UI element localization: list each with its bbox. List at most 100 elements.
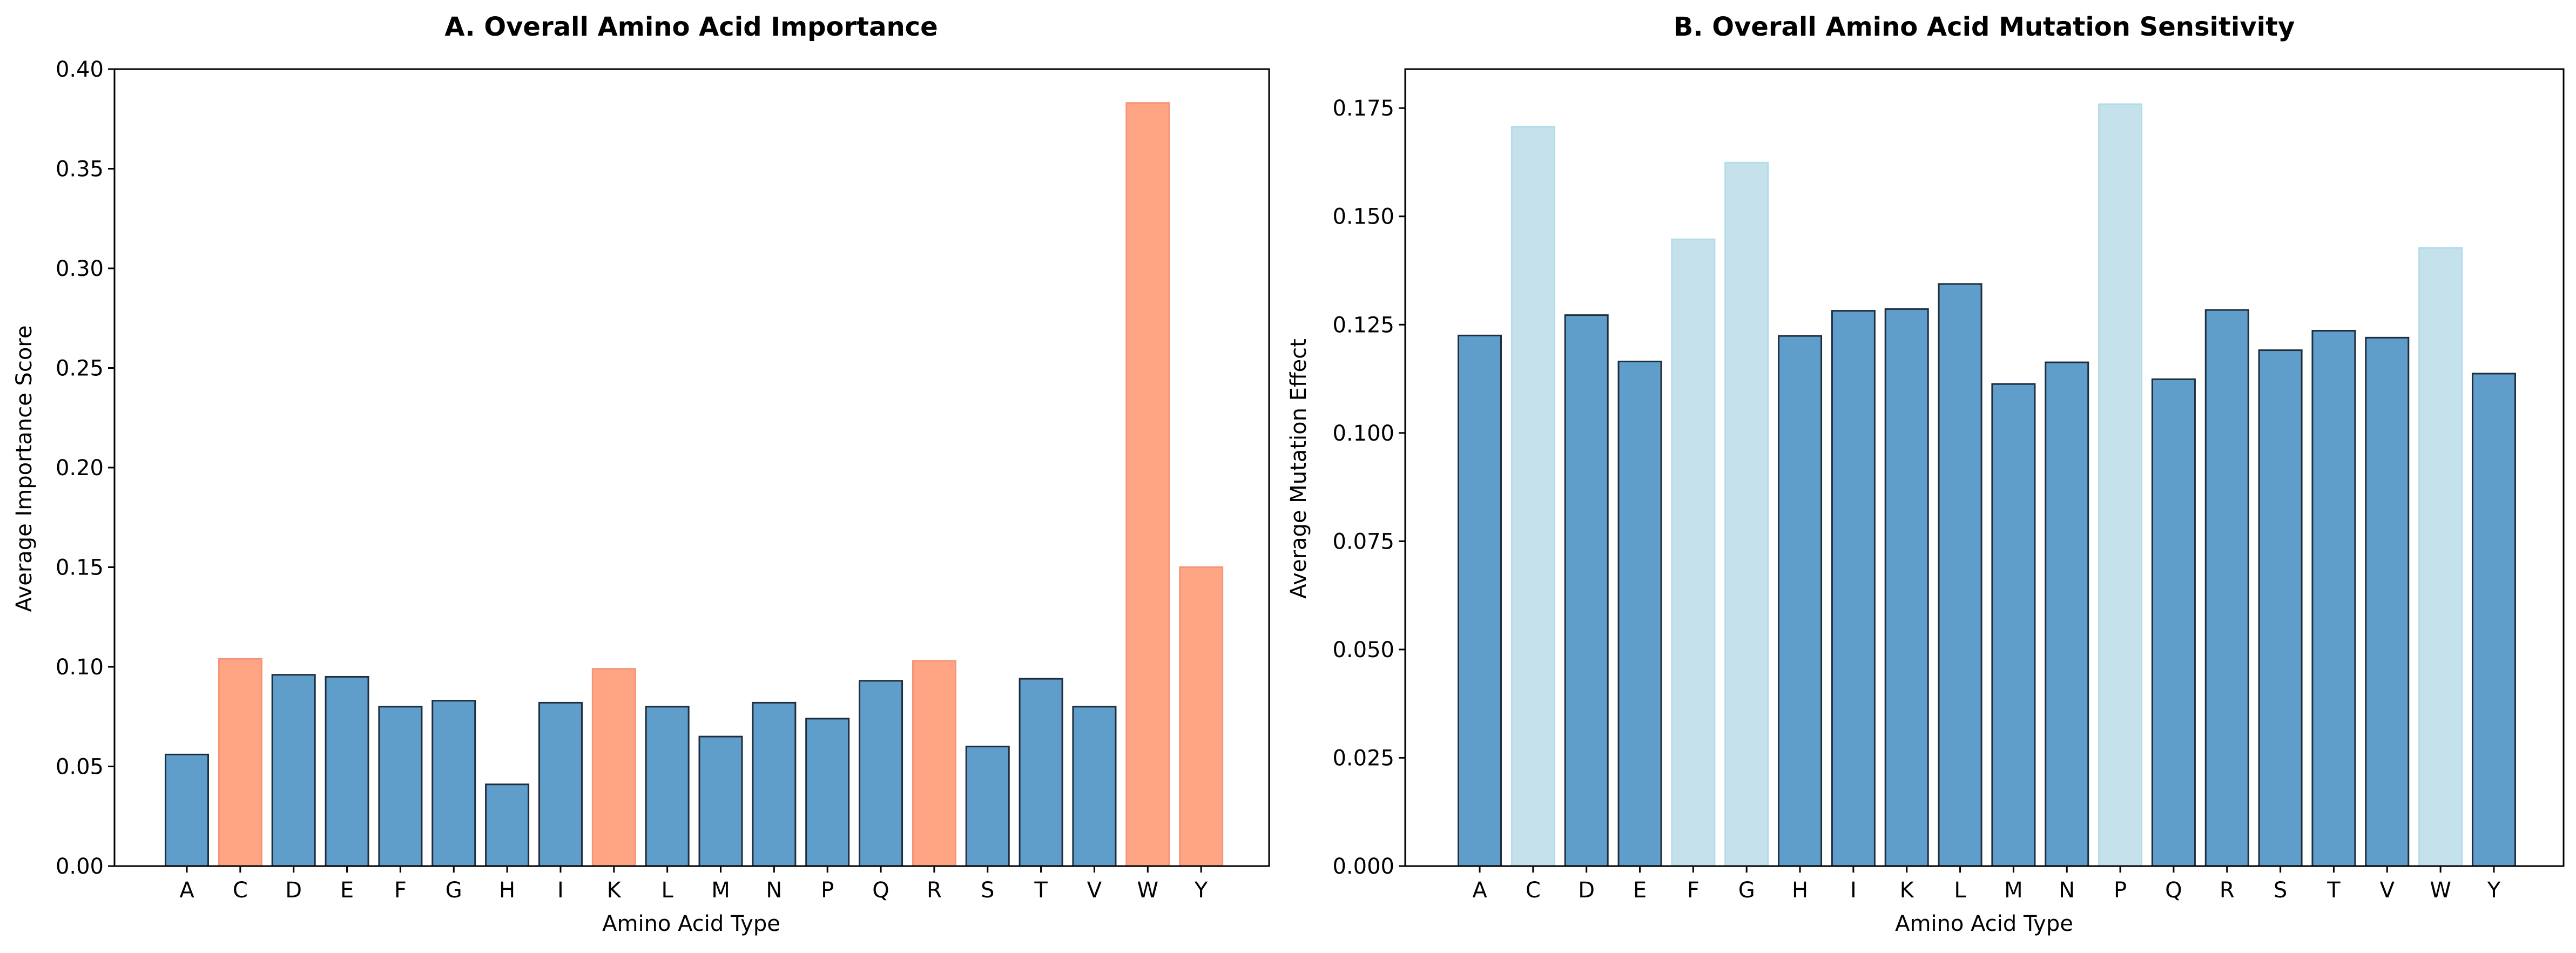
x-tick-label: S	[981, 878, 994, 903]
x-tick-label: L	[1954, 878, 1966, 903]
chart-panel-a: A. Overall Amino Acid Importance Average…	[12, 12, 1270, 936]
x-axis-label: Amino Acid Type	[1895, 911, 2073, 936]
x-tick-label: N	[766, 878, 782, 903]
x-tick-label: W	[1137, 878, 1159, 903]
x-tick-label: D	[285, 878, 302, 903]
x-tick-label: M	[711, 878, 730, 903]
bars	[1458, 103, 2516, 867]
x-tick-label: V	[1087, 878, 1102, 903]
x-tick-label: L	[662, 878, 674, 903]
y-axis-ticks: 0.000 0.025 0.050 0.075 0.100 0.125 0.150 0.175	[1332, 96, 1405, 879]
plot-frame	[1404, 68, 2565, 867]
bar-C	[1510, 126, 1555, 867]
x-tick-label: P	[821, 878, 834, 903]
x-tick-label: Q	[872, 878, 889, 903]
x-tick-label: F	[394, 878, 407, 903]
bar-R	[2204, 309, 2249, 867]
y-tick-label: 0.050	[1332, 638, 1394, 663]
bar-H	[485, 783, 530, 867]
bar-A	[165, 753, 209, 867]
y-tick-label: 0.175	[1332, 96, 1394, 121]
x-tick-label: Y	[2487, 878, 2501, 903]
bar-T	[1019, 678, 1063, 867]
x-tick-label: I	[557, 878, 564, 903]
bar-K	[591, 668, 636, 867]
y-tick-label: 0.075	[1332, 529, 1394, 554]
y-tick-label: 0.25	[56, 356, 104, 381]
x-axis-label: Amino Acid Type	[602, 911, 780, 936]
y-tick-label: 0.100	[1332, 421, 1394, 446]
y-axis-ticks: 0.00 0.05 0.10 0.15 0.20 0.25 0.30 0.35 0.40	[56, 57, 114, 879]
x-tick-label: H	[499, 878, 515, 903]
bar-V	[2365, 336, 2410, 867]
bar-T	[2311, 330, 2356, 867]
x-tick-label: M	[2004, 878, 2023, 903]
chart-title: A. Overall Amino Acid Importance	[444, 12, 938, 42]
bar-N	[752, 701, 797, 867]
bar-W	[2418, 247, 2463, 867]
y-axis-label: Average Importance Score	[12, 326, 37, 612]
plot-frame	[113, 68, 1270, 867]
x-tick-label: R	[927, 878, 942, 903]
chart-panel-b: B. Overall Amino Acid Mutation Sensitivi…	[1286, 12, 2565, 936]
y-tick-label: 0.025	[1332, 746, 1394, 770]
bar-H	[1778, 335, 1823, 867]
bar-D	[1564, 314, 1609, 867]
x-tick-label: C	[1526, 878, 1541, 903]
x-tick-label: A	[1472, 878, 1487, 903]
y-tick-label: 0.000	[1332, 854, 1394, 879]
y-axis-label: Average Mutation Effect	[1286, 339, 1311, 598]
bar-K	[1884, 308, 1929, 867]
x-tick-label: P	[2114, 878, 2127, 903]
bar-S	[965, 746, 1010, 867]
bar-G	[431, 700, 476, 867]
bar-M	[1991, 383, 2036, 867]
y-tick-label: 0.15	[56, 556, 104, 580]
x-tick-label: I	[1850, 878, 1857, 903]
bar-I	[538, 701, 583, 867]
bar-A	[1458, 334, 1502, 867]
y-tick-label: 0.00	[56, 854, 104, 879]
bar-Q	[859, 680, 903, 867]
x-tick-label: K	[607, 878, 622, 903]
x-tick-label: S	[2274, 878, 2287, 903]
bar-Y	[1179, 566, 1224, 867]
x-tick-label: N	[2059, 878, 2075, 903]
y-tick-label: 0.125	[1332, 313, 1394, 337]
bar-F	[1671, 238, 1716, 867]
bar-Q	[2151, 378, 2196, 867]
bar-G	[1724, 161, 1769, 867]
x-tick-label: T	[1034, 878, 1048, 903]
x-tick-label: H	[1792, 878, 1808, 903]
bar-L	[1938, 283, 1982, 867]
x-tick-label: R	[2220, 878, 2235, 903]
bar-C	[218, 658, 262, 867]
bar-Y	[2471, 373, 2516, 867]
x-tick-label: W	[2430, 878, 2451, 903]
x-tick-label: G	[1738, 878, 1755, 903]
bars	[165, 102, 1224, 867]
bar-I	[1831, 310, 1876, 867]
x-tick-label: V	[2380, 878, 2395, 903]
x-tick-label: G	[446, 878, 462, 903]
y-tick-label: 0.30	[56, 256, 104, 281]
x-tick-label: D	[1578, 878, 1595, 903]
bar-V	[1072, 706, 1117, 867]
bar-F	[378, 706, 423, 867]
x-tick-label: Y	[1194, 878, 1208, 903]
x-tick-label: F	[1687, 878, 1700, 903]
bar-S	[2258, 349, 2303, 867]
bar-P	[2098, 103, 2143, 867]
y-tick-label: 0.40	[56, 57, 104, 82]
x-tick-label: E	[1633, 878, 1647, 903]
bar-D	[271, 674, 316, 867]
bar-E	[325, 675, 369, 867]
x-tick-label: A	[179, 878, 194, 903]
x-tick-label: Q	[2165, 878, 2182, 903]
x-tick-label: C	[233, 878, 248, 903]
y-tick-label: 0.20	[56, 456, 104, 481]
x-tick-label: K	[1900, 878, 1915, 903]
